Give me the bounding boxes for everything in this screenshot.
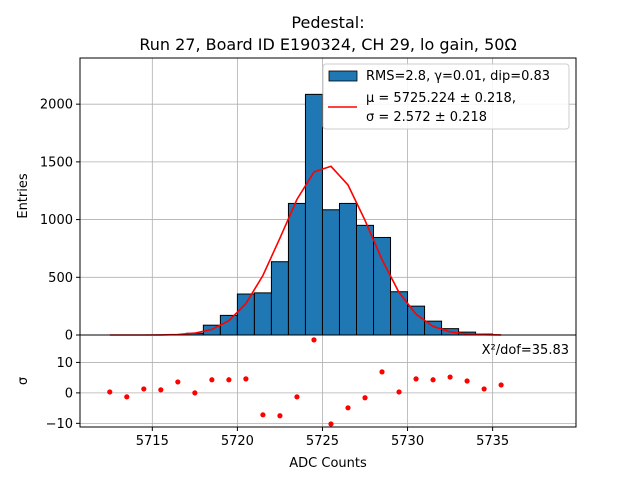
- residual-point: [260, 412, 266, 418]
- residual-point: [175, 379, 181, 385]
- x-tick-label: 5735: [476, 434, 509, 449]
- residual-point: [209, 377, 215, 383]
- residual-point: [498, 382, 504, 388]
- chi2-annotation: X²/dof=35.83: [482, 343, 569, 358]
- legend: RMS=2.8, γ=0.01, dip=0.83 μ = 5725.224 ±…: [322, 63, 570, 130]
- x-axis-label: ADC Counts: [289, 456, 367, 471]
- legend-label-histogram: RMS=2.8, γ=0.01, dip=0.83: [366, 69, 550, 84]
- histogram-bar: [321, 209, 340, 336]
- residual-point: [362, 395, 368, 401]
- chart-title-line2: Run 27, Board ID E190324, CH 29, lo gain…: [139, 35, 516, 54]
- x-tick-label: 5715: [136, 434, 169, 449]
- histogram-bar: [304, 93, 323, 336]
- histogram-bar: [338, 202, 358, 336]
- residual-point: [311, 337, 317, 343]
- histogram-bar: [373, 236, 392, 336]
- histogram-bar: [356, 224, 375, 336]
- residual-point: [141, 386, 147, 392]
- residual-point: [243, 376, 249, 382]
- residual-point: [464, 378, 470, 384]
- chart-title-line1: Pedestal:: [291, 13, 364, 32]
- y-tick-label: 10: [56, 356, 73, 371]
- histogram-bar: [390, 291, 409, 336]
- histogram-panel: 0 500 1000 1500 2000 Entries RMS=2.8, γ=0.01…: [16, 57, 577, 344]
- x-tick-label: 5725: [306, 434, 339, 449]
- histogram-bars: [185, 93, 494, 336]
- residual-points: [107, 337, 504, 427]
- histogram-bar: [270, 261, 289, 336]
- y-tick-label: 1500: [40, 155, 73, 170]
- legend-patch-histogram: [328, 70, 358, 82]
- histogram-y-label: Entries: [16, 173, 31, 219]
- residuals-panel: −10 0 10 5715 5720 5725 5730 5735 σ ADC Counts…: [16, 334, 577, 471]
- residual-point: [345, 405, 351, 411]
- y-tick-label: 0: [65, 386, 73, 401]
- y-tick-label: 0: [65, 329, 73, 344]
- histogram-bar: [253, 292, 272, 336]
- residual-point: [481, 386, 487, 392]
- residual-point: [396, 389, 402, 395]
- residual-point: [277, 413, 283, 419]
- residual-point: [294, 394, 300, 400]
- legend-label-fit-mu: μ = 5725.224 ± 0.218,: [366, 91, 516, 106]
- residual-point: [328, 421, 334, 427]
- residuals-y-label: σ: [16, 377, 31, 385]
- y-tick-label: 500: [48, 271, 73, 286]
- residual-point: [192, 390, 198, 396]
- residual-point: [124, 394, 130, 400]
- y-tick-label: 2000: [40, 98, 73, 113]
- residual-point: [107, 389, 113, 395]
- residual-point: [413, 376, 419, 382]
- residuals-y-ticks: −10 0 10: [46, 356, 80, 432]
- histogram-bar: [219, 314, 238, 336]
- histogram-bar: [287, 202, 306, 336]
- residual-point: [158, 387, 164, 393]
- legend-label-fit-sigma: σ = 2.572 ± 0.218: [366, 110, 487, 125]
- histogram-y-ticks: 0 500 1000 1500 2000: [40, 98, 80, 344]
- legend-box: [322, 63, 570, 130]
- x-tick-label: 5720: [221, 434, 254, 449]
- histogram-bar: [236, 293, 255, 336]
- x-ticks: 5715 5720 5725 5730 5735: [136, 427, 509, 449]
- x-tick-label: 5730: [391, 434, 424, 449]
- residual-point: [447, 374, 453, 380]
- residuals-frame: [79, 334, 577, 428]
- residual-point: [430, 377, 436, 383]
- histogram-bar: [407, 305, 426, 336]
- y-tick-label: 1000: [40, 213, 73, 228]
- residual-point: [226, 377, 232, 383]
- y-tick-label: −10: [46, 417, 73, 432]
- residuals-grid: [80, 335, 576, 427]
- residual-point: [379, 369, 385, 375]
